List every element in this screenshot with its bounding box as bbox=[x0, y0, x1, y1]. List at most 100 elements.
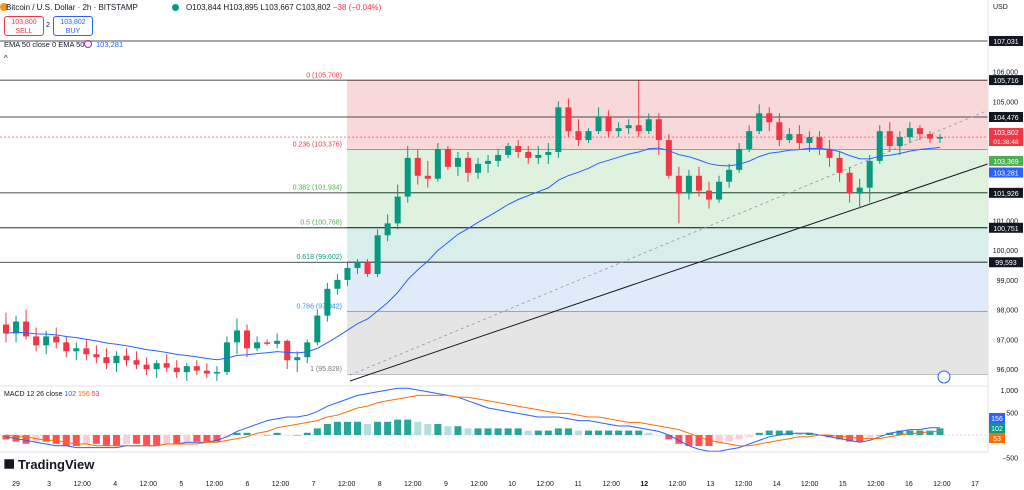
high-value: H103,895 bbox=[223, 3, 259, 12]
macd-histogram-bar bbox=[223, 435, 231, 438]
x-tick-label: 10 bbox=[508, 481, 516, 488]
y-tick-label: 98,000 bbox=[997, 308, 1019, 315]
x-tick-label: 12:00 bbox=[801, 481, 819, 488]
candle-body bbox=[123, 355, 130, 361]
y-tick-label: 106,000 bbox=[993, 70, 1018, 77]
price-level-text: 99,593 bbox=[995, 260, 1017, 267]
ema-indicator-label[interactable]: EMA 50 close 0 EMA 50 bbox=[4, 40, 85, 49]
tradingview-logo[interactable]: ⯀ TradingView bbox=[4, 457, 94, 473]
fib-zone bbox=[347, 192, 988, 228]
candle-body bbox=[354, 262, 361, 268]
macd-name: MACD 12 26 close bbox=[4, 391, 63, 398]
price-level-text: 107,031 bbox=[993, 39, 1018, 46]
candle-body bbox=[344, 267, 351, 280]
candle-body bbox=[83, 348, 90, 355]
macd-value-tag bbox=[989, 433, 1005, 443]
macd-histogram-bar bbox=[123, 435, 131, 444]
ema-line bbox=[5, 146, 941, 361]
candle-body bbox=[916, 128, 923, 135]
macd-histogram-bar bbox=[665, 435, 673, 440]
candle-body bbox=[726, 169, 733, 182]
candle-body bbox=[13, 321, 20, 334]
candle-body bbox=[906, 128, 913, 138]
symbol-title[interactable]: Bitcoin / U.S. Dollar · 2h · BITSTAMP bbox=[6, 3, 138, 12]
candle-body bbox=[655, 119, 662, 141]
y-tick-label: 99,000 bbox=[997, 278, 1019, 285]
bitcoin-icon bbox=[0, 3, 8, 11]
sell-label: SELL bbox=[15, 28, 33, 35]
candle-body bbox=[615, 128, 622, 132]
x-tick-label: 12:00 bbox=[338, 481, 356, 488]
macd-histogram-bar bbox=[102, 435, 110, 446]
price-level-tag bbox=[989, 187, 1023, 198]
macd-value-tag bbox=[989, 423, 1005, 433]
macd-histogram-bar bbox=[584, 430, 593, 435]
price-level-tag bbox=[989, 35, 1023, 46]
macd-histogram-bar bbox=[866, 435, 874, 440]
candle-body bbox=[876, 131, 883, 161]
candle-body bbox=[836, 157, 843, 173]
macd-histogram-bar bbox=[424, 424, 432, 435]
candle-body bbox=[464, 157, 471, 173]
candle-body bbox=[294, 357, 301, 361]
macd-histogram-bar bbox=[876, 435, 884, 436]
fib-price-text: 103,369 bbox=[993, 159, 1018, 166]
fib-label: 1 (95,828) bbox=[310, 366, 342, 373]
candle-body bbox=[625, 125, 632, 129]
macd-histogram-bar bbox=[685, 435, 693, 446]
collapse-chevron-icon[interactable]: ^ bbox=[4, 54, 8, 63]
candle-body bbox=[846, 172, 853, 194]
candle-body bbox=[575, 131, 582, 141]
x-tick-label: 12:00 bbox=[735, 481, 753, 488]
price-level-tag bbox=[989, 75, 1023, 86]
signal-line bbox=[5, 394, 940, 447]
candle-body bbox=[695, 175, 702, 191]
x-tick-label: 12:00 bbox=[669, 481, 687, 488]
candle-body bbox=[736, 148, 743, 170]
candle-body bbox=[716, 181, 723, 200]
x-tick-label: 15 bbox=[839, 481, 847, 488]
price-level-text: 100,751 bbox=[993, 226, 1018, 233]
macd-histogram-bar bbox=[635, 430, 643, 435]
fib-label: 0.618 (99,602) bbox=[296, 254, 342, 261]
candle-body bbox=[153, 363, 160, 370]
price-level-text: 105,716 bbox=[993, 78, 1018, 85]
y-tick-label: 100,000 bbox=[993, 248, 1018, 255]
candle-body bbox=[595, 116, 602, 132]
candle-body bbox=[555, 107, 562, 152]
macd-histogram-bar bbox=[444, 426, 452, 435]
candle-body bbox=[766, 113, 773, 123]
candle-body bbox=[254, 342, 261, 349]
y-tick-label: 101,000 bbox=[993, 218, 1018, 225]
x-tick-label: 3 bbox=[47, 481, 51, 488]
macd-histogram-bar bbox=[494, 428, 502, 435]
candle-body bbox=[545, 151, 552, 155]
macd-histogram-bar bbox=[474, 428, 482, 435]
x-tick-label: 7 bbox=[312, 481, 316, 488]
candle-body bbox=[173, 367, 180, 373]
candle-body bbox=[434, 148, 441, 179]
buy-button[interactable]: 103,802 BUY bbox=[53, 16, 93, 36]
indicator-settings-icon[interactable] bbox=[84, 40, 92, 48]
x-tick-label: 17 bbox=[971, 481, 979, 488]
y-tick-label: 97,000 bbox=[997, 337, 1019, 344]
x-tick-label: 16 bbox=[905, 481, 913, 488]
event-flag-icon bbox=[937, 370, 951, 384]
open-value: O103,844 bbox=[186, 3, 222, 12]
x-tick-label: 12:00 bbox=[272, 481, 290, 488]
macd-indicator-label[interactable]: MACD 12 26 close 102 156 53 bbox=[4, 391, 99, 398]
macd-histogram-bar bbox=[52, 435, 60, 444]
macd-histogram-bar bbox=[213, 435, 221, 442]
candle-body bbox=[374, 235, 381, 274]
sell-button[interactable]: 103,800 SELL bbox=[4, 16, 44, 36]
ohlc-readout: O103,844 H103,895 L103,667 C103,802 −38 … bbox=[186, 3, 381, 12]
macd-histogram-bar bbox=[564, 428, 572, 435]
macd-histogram-bar bbox=[384, 421, 392, 435]
candle-body bbox=[394, 196, 401, 224]
candle-body bbox=[183, 366, 190, 373]
macd-histogram-bar bbox=[22, 435, 30, 444]
macd-value-1: 102 bbox=[64, 391, 76, 398]
currency-label[interactable]: USD bbox=[993, 4, 1008, 11]
macd-histogram-bar bbox=[765, 430, 773, 435]
